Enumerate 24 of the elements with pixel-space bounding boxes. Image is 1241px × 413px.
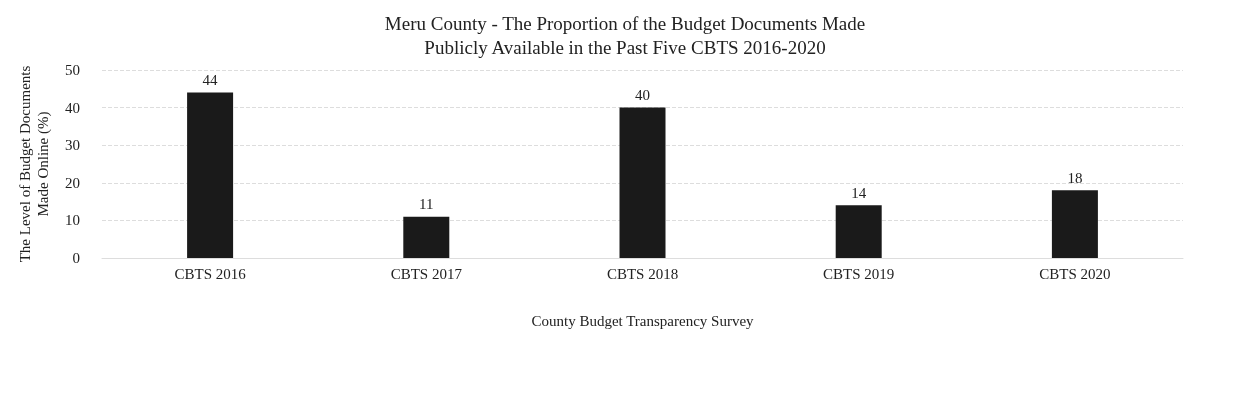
data-label: 14 bbox=[851, 184, 867, 201]
bar bbox=[619, 107, 666, 258]
bar bbox=[403, 216, 450, 258]
chart-title: Meru County - The Proportion of the Budget Documents Made Publicly Available in the Past Five CBTS 2016-2020 bbox=[384, 12, 866, 58]
y-tick-label: 20 bbox=[65, 174, 80, 191]
y-tick-label: 50 bbox=[65, 62, 80, 78]
bar bbox=[187, 92, 234, 258]
y-tick-label: 10 bbox=[65, 212, 80, 229]
x-tick-label: CBTS 2018 bbox=[606, 265, 679, 282]
data-label: 40 bbox=[635, 87, 650, 104]
x-tick-label: CBTS 2016 bbox=[174, 265, 247, 282]
data-label: 44 bbox=[202, 72, 219, 89]
bar bbox=[835, 205, 882, 258]
y-tick-label: 30 bbox=[65, 137, 80, 154]
x-tick-label: CBTS 2020 bbox=[1039, 265, 1111, 282]
y-tick-label: 0 bbox=[72, 250, 80, 266]
data-label: 18 bbox=[1067, 169, 1083, 186]
x-axis-title: County Budget Transparency Survey bbox=[531, 312, 755, 329]
x-tick-label: CBTS 2017 bbox=[390, 265, 463, 282]
bar bbox=[1051, 190, 1098, 258]
data-label: 11 bbox=[419, 196, 434, 213]
x-tick-label: CBTS 2019 bbox=[823, 265, 895, 282]
y-axis-title: The Level of Budget Documents Made Online (%) bbox=[17, 65, 52, 263]
y-tick-label: 40 bbox=[65, 99, 80, 116]
